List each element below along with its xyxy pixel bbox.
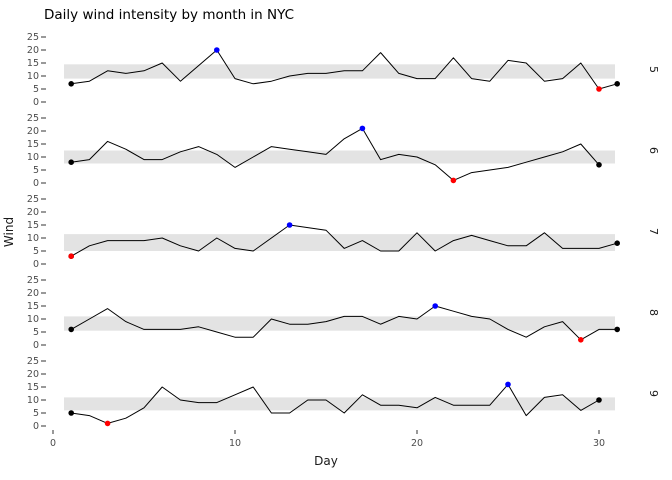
max-wind-point: [214, 47, 220, 53]
first-day-point: [68, 81, 74, 87]
min-wind-point: [104, 420, 111, 427]
y-tick-label: 10: [27, 314, 39, 325]
max-wind-point: [505, 381, 511, 388]
y-tick-label: 20: [27, 207, 39, 218]
y-tick-label: 25: [27, 32, 39, 43]
wind-line: [70, 305, 618, 341]
facet-panel-month-5: 25 20 15 10 5 0 5: [27, 32, 660, 108]
facet-strip-label: 5: [647, 66, 660, 73]
reference-band: [64, 397, 615, 411]
min-wind-point: [578, 337, 584, 343]
y-tick-label: 5: [33, 246, 39, 257]
facet-strip-label: 8: [647, 309, 660, 316]
facet-strip-label: 7: [647, 228, 660, 235]
y-tick-label: 5: [33, 165, 39, 176]
min-wind-point: [596, 86, 602, 92]
first-day-point: [68, 326, 74, 333]
wind-line: [71, 383, 600, 424]
y-tick-label: 15: [27, 220, 39, 231]
wind-line: [71, 127, 600, 181]
max-wind-point: [432, 303, 439, 309]
y-tick-label: 10: [27, 152, 39, 163]
y-tick-label: 15: [27, 301, 39, 312]
y-tick-label: 25: [27, 356, 39, 367]
last-day-point: [614, 240, 620, 246]
reference-band: [64, 150, 615, 164]
x-tick-label: 10: [229, 438, 241, 449]
y-tick-label: 15: [27, 382, 39, 393]
facet-strip-label: 6: [647, 147, 660, 154]
facet-strip-label: 9: [647, 390, 660, 397]
wind-line: [71, 49, 618, 90]
chart-title: Daily wind intensity by month in NYC: [44, 7, 295, 23]
y-tick-label: 0: [33, 421, 39, 432]
max-wind-point: [359, 125, 366, 132]
x-axis-title: Day: [314, 454, 338, 468]
y-tick-label: 0: [33, 97, 39, 108]
y-tick-label: 0: [33, 340, 39, 351]
y-tick-label: 25: [27, 275, 39, 286]
x-tick-label: 30: [593, 438, 605, 449]
facet-panel-month-6: 25 20 15 10 5 0 6: [27, 113, 660, 189]
y-tick-label: 15: [27, 58, 39, 69]
wind-line: [70, 224, 618, 257]
first-day-point: [68, 410, 74, 416]
y-tick-label: 20: [27, 369, 39, 380]
x-axis: 0 10 20 30: [50, 430, 605, 449]
facet-panel-month-8: 25 20 15 10 5 0 8: [27, 275, 660, 351]
y-tick-label: 15: [27, 139, 39, 150]
y-tick-label: 25: [27, 194, 39, 205]
x-tick-label: 0: [50, 438, 56, 449]
last-day-point: [614, 81, 620, 87]
y-tick-label: 20: [27, 45, 39, 56]
facet-panel-month-7: 25 20 15 10 5 0 7: [27, 194, 660, 270]
min-wind-point: [68, 253, 74, 259]
reference-band: [64, 234, 615, 251]
y-tick-label: 5: [33, 84, 39, 95]
y-tick-label: 5: [33, 408, 39, 419]
y-tick-label: 0: [33, 178, 39, 189]
y-tick-label: 5: [33, 327, 39, 338]
min-wind-point: [450, 177, 457, 184]
last-day-point: [614, 326, 620, 333]
y-tick-label: 10: [27, 395, 39, 406]
y-tick-label: 25: [27, 113, 39, 124]
max-wind-point: [286, 222, 293, 228]
facet-panel-month-9: 25 20 15 10 5 0 9: [27, 356, 660, 432]
reference-band: [64, 316, 615, 331]
y-tick-label: 10: [27, 71, 39, 82]
y-tick-label: 20: [27, 288, 39, 299]
y-tick-label: 0: [33, 259, 39, 270]
last-day-point: [596, 397, 602, 403]
x-tick-label: 20: [411, 438, 423, 449]
y-tick-label: 20: [27, 126, 39, 137]
first-day-point: [68, 159, 74, 165]
y-tick-label: 10: [27, 233, 39, 244]
last-day-point: [596, 162, 602, 168]
